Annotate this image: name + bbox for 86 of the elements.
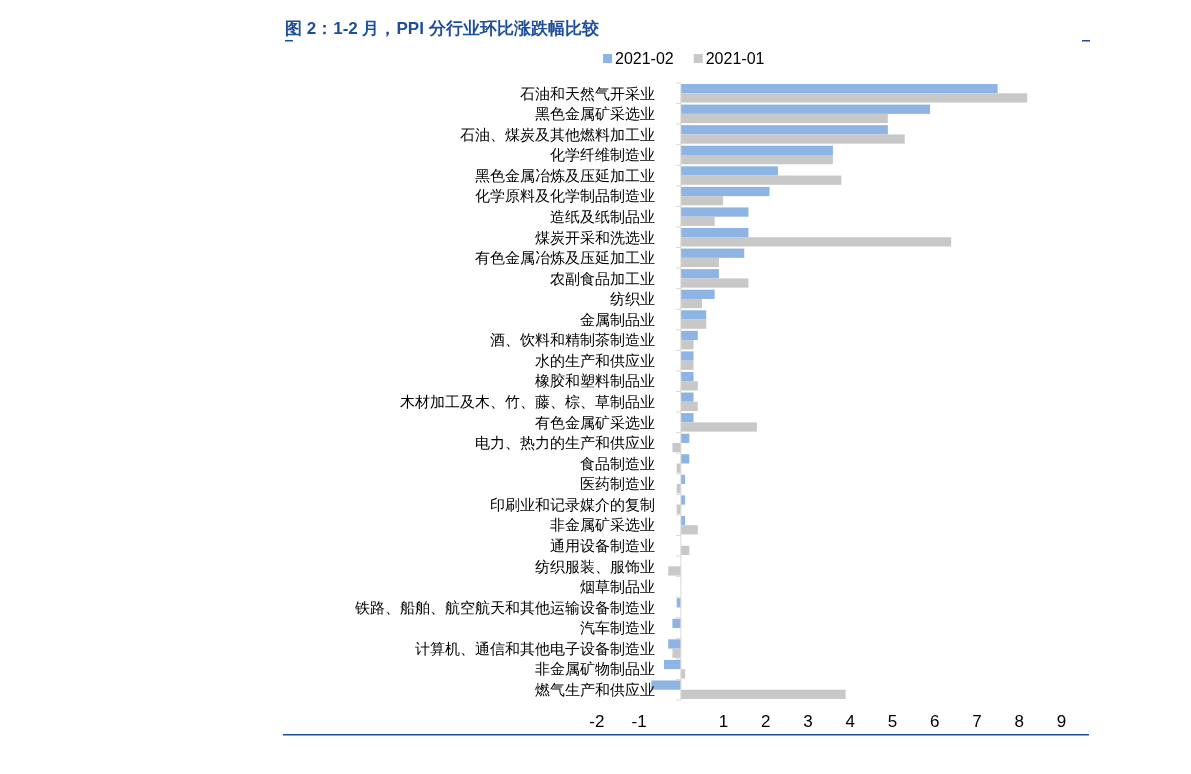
y-tick-label: 汽车制造业 xyxy=(580,620,655,637)
y-tick-label: 电力、热力的生产和供应业 xyxy=(475,435,655,452)
y-tick-label: 计算机、通信和其他电子设备制造业 xyxy=(415,640,655,657)
x-tick-label: -2 xyxy=(589,712,605,732)
text: 图 2：1-2 月，PPI 分行业环比涨跌幅比较 xyxy=(285,19,600,38)
bar xyxy=(680,216,715,226)
bar xyxy=(680,381,698,391)
bar xyxy=(680,360,694,370)
bar xyxy=(680,166,779,176)
bar xyxy=(680,413,694,423)
bar xyxy=(680,113,888,124)
bar xyxy=(680,689,846,699)
bar xyxy=(680,84,998,94)
bar xyxy=(668,639,681,649)
y-tick-label: 纺织服装、服饰业 xyxy=(535,558,655,575)
bar xyxy=(680,154,833,165)
y-tick-label: 非金属矿物制品业 xyxy=(535,661,655,678)
bar xyxy=(680,289,715,299)
bar xyxy=(680,319,707,329)
bar xyxy=(672,618,681,629)
y-tick-label: 橡胶和塑料制品业 xyxy=(535,373,655,390)
y-tick-label: 化学原料及化学制品制造业 xyxy=(475,188,655,205)
y-tick-label: 化学纤维制造业 xyxy=(550,147,655,164)
bar xyxy=(680,330,698,341)
x-tick-label: 1 xyxy=(718,712,729,732)
bar xyxy=(680,422,757,432)
bar xyxy=(680,93,1028,103)
y-tick-label: 黑色金属冶炼及压延加工业 xyxy=(475,167,655,184)
y-tick-label: 非金属矿采选业 xyxy=(550,517,655,534)
bar xyxy=(680,371,694,382)
x-tick-label: 7 xyxy=(972,712,982,732)
y-tick-label: 石油、煤炭及其他燃料加工业 xyxy=(460,126,655,143)
bar xyxy=(680,257,719,268)
bar xyxy=(680,145,833,155)
y-tick-label: 煤炭开采和洗选业 xyxy=(535,229,655,246)
x-tick-label: 8 xyxy=(1014,712,1024,732)
y-tick-label: 木材加工及木、竹、藤、棕、草制品业 xyxy=(400,394,655,411)
bar xyxy=(680,207,749,217)
bar xyxy=(680,125,888,135)
bar xyxy=(680,310,707,320)
x-tick-label: 3 xyxy=(803,712,813,732)
x-tick-label: 5 xyxy=(887,712,898,732)
y-tick-label: 石油和天然气开采业 xyxy=(520,85,655,102)
bar xyxy=(663,659,681,670)
y-tick-label: 农副食品加工业 xyxy=(550,270,655,287)
bar xyxy=(680,351,694,361)
y-tick-label: 酒、饮料和精制茶制造业 xyxy=(490,332,655,349)
y-tick-label: 黑色金属矿采选业 xyxy=(535,106,655,123)
bar xyxy=(680,525,698,535)
bar xyxy=(680,269,719,279)
y-tick-label: 印刷业和记录媒介的复制 xyxy=(490,496,655,513)
y-tick-label: 医药制造业 xyxy=(580,476,655,493)
x-tick-label: 2 xyxy=(761,712,771,732)
bar xyxy=(680,237,952,247)
y-tick-label: 金属制品业 xyxy=(580,311,655,328)
y-tick-label: 食品制造业 xyxy=(580,455,655,472)
y-tick-label: 铁路、船舶、航空航天和其他运输设备制造业 xyxy=(354,599,655,616)
bar xyxy=(680,298,702,309)
bar xyxy=(680,196,724,206)
bar xyxy=(680,401,698,412)
y-tick-label: 燃气生产和供应业 xyxy=(535,681,655,698)
bar xyxy=(668,566,681,576)
bar xyxy=(680,186,770,197)
y-tick-label: 纺织业 xyxy=(610,291,655,308)
x-tick-label: 9 xyxy=(1056,712,1067,732)
x-tick-label: -1 xyxy=(631,712,647,732)
bar xyxy=(672,648,681,658)
y-tick-label: 通用设备制造业 xyxy=(550,538,655,554)
bar xyxy=(680,340,694,350)
x-tick-label: 4 xyxy=(845,712,856,732)
bar xyxy=(680,248,745,258)
bar xyxy=(680,392,694,402)
bar xyxy=(680,278,749,288)
y-tick-label: 有色金属冶炼及压延加工业 xyxy=(475,250,655,267)
legend-label: 2021-02 xyxy=(615,49,674,67)
bar xyxy=(680,104,931,114)
x-tick-label: 6 xyxy=(930,712,940,732)
bar xyxy=(680,134,905,144)
bar xyxy=(680,175,842,185)
y-tick-label: 水的生产和供应业 xyxy=(535,352,655,369)
legend-label: 2021-01 xyxy=(705,49,765,67)
bar xyxy=(680,228,749,238)
y-tick-label: 有色金属矿采选业 xyxy=(535,414,655,431)
y-tick-label: 造纸及纸制品业 xyxy=(550,208,655,225)
y-tick-label: 烟草制品业 xyxy=(580,579,655,596)
bar xyxy=(672,442,681,453)
